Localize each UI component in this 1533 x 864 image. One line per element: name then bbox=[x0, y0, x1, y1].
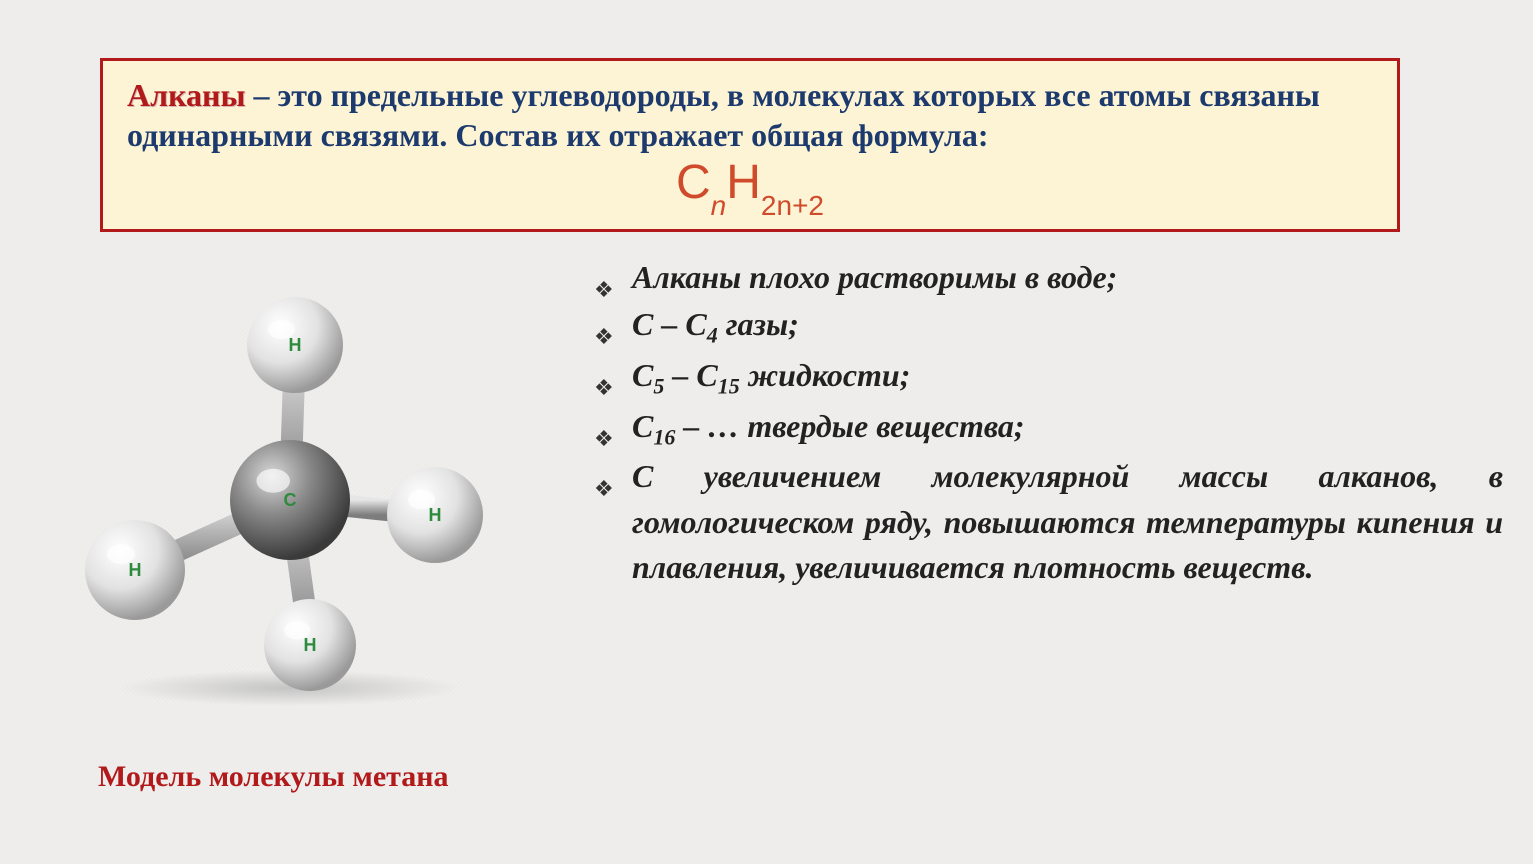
property-item: С увеличением молекулярной массы алканов… bbox=[588, 454, 1503, 590]
property-text: С5 – С15 жидкости; bbox=[632, 357, 910, 393]
bullet-icon bbox=[594, 362, 612, 380]
property-item: С – С4 газы; bbox=[588, 302, 1503, 351]
definition-text: Алканы – это предельные углеводороды, в … bbox=[127, 75, 1373, 155]
definition-box: Алканы – это предельные углеводороды, в … bbox=[100, 58, 1400, 232]
bullet-icon bbox=[594, 264, 612, 282]
svg-text:H: H bbox=[304, 635, 317, 655]
properties-list: Алканы плохо растворимы в воде; С – С4 га… bbox=[588, 255, 1503, 593]
property-text: С16 – … твердые вещества; bbox=[632, 408, 1025, 444]
svg-text:H: H bbox=[129, 560, 142, 580]
bullet-icon bbox=[594, 463, 612, 481]
bullet-icon bbox=[594, 413, 612, 431]
property-item: Алканы плохо растворимы в воде; bbox=[588, 255, 1503, 300]
property-item: С16 – … твердые вещества; bbox=[588, 404, 1503, 453]
molecule-model: H C H H H bbox=[45, 270, 535, 710]
property-text: Алканы плохо растворимы в воде; bbox=[632, 259, 1117, 295]
formula-h: H bbox=[726, 156, 761, 209]
formula-c: C bbox=[676, 156, 711, 209]
molecule-svg: H C H H H bbox=[45, 270, 535, 710]
svg-text:H: H bbox=[289, 335, 302, 355]
property-text: С увеличением молекулярной массы алканов… bbox=[632, 458, 1503, 585]
definition-rest: – это предельные углеводороды, в молекул… bbox=[127, 77, 1320, 153]
bullet-icon bbox=[594, 311, 612, 329]
formula-n: n bbox=[711, 190, 727, 221]
formula-2n2: 2n+2 bbox=[761, 190, 824, 221]
property-text: С – С4 газы; bbox=[632, 306, 799, 342]
svg-text:C: C bbox=[284, 490, 297, 510]
definition-term: Алканы bbox=[127, 77, 245, 113]
general-formula: CnH2n+2 bbox=[127, 157, 1373, 215]
property-item: С5 – С15 жидкости; bbox=[588, 353, 1503, 402]
svg-text:H: H bbox=[429, 505, 442, 525]
molecule-caption: Модель молекулы метана bbox=[98, 760, 449, 794]
